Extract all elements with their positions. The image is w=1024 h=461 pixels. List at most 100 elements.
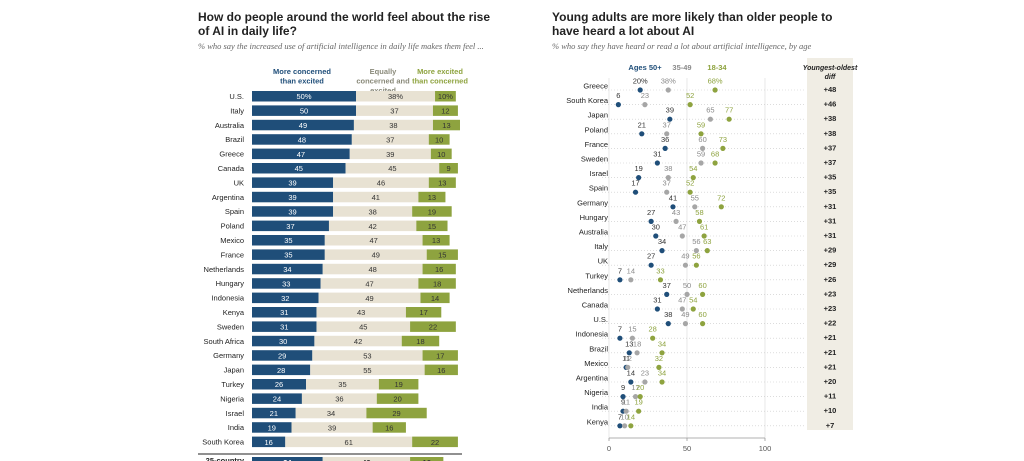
category-label: Israel <box>226 409 245 418</box>
bar-value-label: 19 <box>394 380 402 389</box>
bar-segment <box>351 134 429 145</box>
category-label: Turkey <box>585 271 608 280</box>
bar-value-label: 49 <box>365 294 373 303</box>
category-label: Canada <box>582 301 609 310</box>
diff-value: +46 <box>824 100 837 109</box>
dot-value-label: 30 <box>652 223 660 232</box>
dot-marker <box>636 175 642 181</box>
dot-value-label: 56 <box>692 237 700 246</box>
bar-segment <box>328 220 417 232</box>
dot-marker <box>623 408 629 414</box>
bar-segment <box>412 206 452 217</box>
diff-value: +35 <box>824 173 837 182</box>
dot-value-label: 54 <box>689 296 697 305</box>
bar-value-label: 37 <box>286 222 294 231</box>
dot-value-label: 37 <box>663 120 671 129</box>
dot-value-label: 17 <box>631 179 639 188</box>
right-dot-plot-chart: Youngest-oldest diff Ages 50+ 35-49 18-34 Gre… <box>566 58 858 453</box>
dot-value-label: 31 <box>653 296 661 305</box>
bar-value-label: 43 <box>357 308 365 317</box>
category-label: Australia <box>215 121 245 130</box>
dot-value-label: 60 <box>698 310 706 319</box>
bar-segment <box>366 407 427 419</box>
dot-marker <box>642 379 648 385</box>
category-label: Brazil <box>225 135 244 144</box>
diff-value: +7 <box>826 421 835 430</box>
bar-segment <box>310 364 425 376</box>
dot-value-label: 47 <box>678 223 686 232</box>
category-label: Indonesia <box>575 330 608 339</box>
bar-value-label: 38% <box>388 92 403 101</box>
dot-marker <box>720 145 726 151</box>
dot-value-label: 20 <box>636 383 644 392</box>
bar-value-label: 12 <box>441 107 449 116</box>
dot-marker <box>673 218 679 224</box>
bar-value-label: 28 <box>277 366 285 375</box>
bar-value-label: 26 <box>275 380 283 389</box>
dot-marker <box>634 350 640 356</box>
bar-segment <box>252 249 325 260</box>
dot-value-label: 54 <box>689 164 697 173</box>
dot-marker <box>687 189 693 195</box>
bar-value-label: 32 <box>281 294 289 303</box>
dot-marker <box>712 87 718 93</box>
dot-marker <box>648 262 654 268</box>
median-label: 25-country <box>206 456 245 461</box>
dot-value-label: 59 <box>697 120 705 129</box>
bar-segment <box>420 292 450 304</box>
bar-value-label: 13 <box>428 193 436 202</box>
dot-value-label: 63 <box>703 237 711 246</box>
legend-label-mid: 35-49 <box>672 63 691 72</box>
dot-value-label: 50 <box>683 281 691 290</box>
category-label: Nigeria <box>220 394 245 403</box>
dot-value-label: 28 <box>649 325 657 334</box>
diff-value: +31 <box>824 202 837 211</box>
category-label: Argentina <box>212 193 245 202</box>
bar-segment <box>356 91 436 102</box>
dot-marker <box>690 175 696 181</box>
bar-segment <box>252 335 315 347</box>
category-label: Netherlands <box>568 286 609 295</box>
bar-segment <box>252 105 356 116</box>
bar-segment <box>422 350 458 361</box>
bar-value-label: 24 <box>273 395 281 404</box>
bar-segment <box>432 119 460 131</box>
diff-value: +10 <box>824 406 837 415</box>
diff-value: +22 <box>824 319 837 328</box>
dot-value-label: 55 <box>691 193 699 202</box>
bar-segment <box>333 177 429 188</box>
dot-value-label: 56 <box>692 252 700 261</box>
diff-value: +23 <box>824 289 837 298</box>
legend-label-equal: Equally <box>370 67 398 76</box>
dot-value-label: 19 <box>634 398 642 407</box>
legend-label-concerned: More concerned <box>273 67 331 76</box>
category-label: Netherlands <box>204 265 245 274</box>
bar-segment <box>439 163 458 174</box>
dot-value-label: 68 <box>711 150 719 159</box>
bar-value-label: 37 <box>390 107 398 116</box>
bar-value-label: 15 <box>428 222 436 231</box>
category-label: Greece <box>583 82 608 91</box>
bar-value-label: 39 <box>328 423 336 432</box>
bar-value-label: 38 <box>389 121 397 130</box>
bar-segment <box>333 206 413 217</box>
median-bar-segment <box>322 457 411 461</box>
bar-value-label: 42 <box>354 337 362 346</box>
dot-marker <box>690 306 696 312</box>
category-label: Turkey <box>221 380 244 389</box>
category-label: Mexico <box>584 359 608 368</box>
dot-value-label: 47 <box>678 296 686 305</box>
legend-label-excited: than concerned <box>412 77 468 86</box>
bar-segment <box>252 278 321 289</box>
bar-segment <box>412 436 458 448</box>
bar-segment <box>252 134 352 145</box>
dot-marker <box>700 291 706 297</box>
bar-segment <box>252 422 292 433</box>
legend-label-excited: More excited <box>417 67 463 76</box>
diff-value: +35 <box>824 187 837 196</box>
bar-segment <box>252 263 323 275</box>
legend-label-equal: excited <box>370 86 396 95</box>
dot-marker <box>636 408 642 414</box>
bar-segment <box>252 91 356 102</box>
diff-value: +38 <box>824 114 837 123</box>
